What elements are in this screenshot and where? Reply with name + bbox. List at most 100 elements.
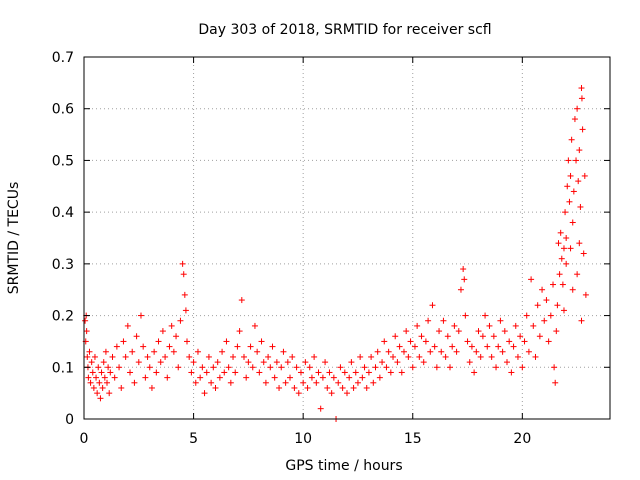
data-point — [254, 348, 261, 355]
data-point — [532, 353, 539, 360]
data-point — [199, 364, 206, 371]
data-point — [311, 353, 318, 360]
data-point — [216, 374, 223, 381]
data-point — [225, 364, 232, 371]
data-point — [192, 379, 199, 386]
data-point — [348, 359, 355, 366]
data-point — [528, 276, 535, 283]
data-point — [83, 328, 90, 335]
data-point — [109, 353, 116, 360]
data-point — [251, 322, 258, 329]
data-point — [553, 328, 560, 335]
data-point — [570, 188, 577, 195]
data-point — [86, 348, 93, 355]
data-point — [381, 338, 388, 345]
data-point — [486, 322, 493, 329]
data-point — [188, 369, 195, 376]
data-point — [567, 245, 574, 252]
data-point — [137, 312, 144, 319]
data-point — [87, 379, 94, 386]
data-point — [99, 384, 106, 391]
data-point — [313, 379, 320, 386]
data-point — [300, 379, 307, 386]
data-point — [186, 353, 193, 360]
data-point — [232, 369, 239, 376]
data-point — [581, 172, 588, 179]
data-point — [468, 343, 475, 350]
data-point — [335, 379, 342, 386]
data-point — [571, 116, 578, 123]
data-point — [155, 338, 162, 345]
data-point — [205, 353, 212, 360]
data-point — [227, 379, 234, 386]
data-point — [555, 240, 562, 247]
data-point — [324, 384, 331, 391]
data-point — [471, 369, 478, 376]
y-tick-label: 0.1 — [52, 360, 74, 376]
data-point — [495, 343, 502, 350]
data-point — [280, 348, 287, 355]
data-point — [396, 343, 403, 350]
gridlines — [84, 57, 610, 419]
data-point — [539, 286, 546, 293]
data-point — [574, 271, 581, 278]
data-point — [131, 379, 138, 386]
data-point — [308, 374, 315, 381]
data-point — [405, 353, 412, 360]
data-point — [370, 379, 377, 386]
data-point — [197, 374, 204, 381]
data-point — [543, 297, 550, 304]
data-point — [414, 322, 421, 329]
data-point — [190, 359, 197, 366]
data-point — [461, 276, 468, 283]
data-point — [521, 338, 528, 345]
data-point — [525, 348, 532, 355]
axis-ticks — [83, 56, 610, 420]
data-point — [368, 353, 375, 360]
data-points — [82, 85, 589, 422]
data-point — [85, 374, 92, 381]
data-point — [177, 317, 184, 324]
data-point — [568, 136, 575, 143]
data-point — [94, 390, 101, 397]
data-point — [552, 379, 559, 386]
data-point — [265, 353, 272, 360]
data-point — [473, 348, 480, 355]
plot-frame — [83, 56, 611, 420]
data-point — [341, 369, 348, 376]
data-point — [365, 369, 372, 376]
data-point — [100, 359, 107, 366]
data-point — [501, 328, 508, 335]
data-point — [573, 157, 580, 164]
data-point — [466, 359, 473, 366]
data-point — [84, 353, 91, 360]
data-point — [477, 353, 484, 360]
data-point — [567, 172, 574, 179]
data-point — [422, 338, 429, 345]
data-point — [541, 317, 548, 324]
data-point — [330, 374, 337, 381]
data-point — [122, 353, 129, 360]
data-point — [234, 343, 241, 350]
x-tick-label: 20 — [513, 431, 531, 447]
data-point — [372, 364, 379, 371]
data-point — [578, 95, 585, 102]
data-point — [153, 369, 160, 376]
data-point — [536, 333, 543, 340]
data-point — [203, 369, 210, 376]
data-point — [142, 374, 149, 381]
x-tick-label: 10 — [294, 431, 312, 447]
data-point — [416, 353, 423, 360]
data-point — [385, 348, 392, 355]
data-point — [97, 395, 104, 402]
data-point — [510, 343, 517, 350]
x-tick-label: 0 — [80, 431, 89, 447]
data-point — [135, 359, 142, 366]
data-point — [322, 359, 329, 366]
data-point — [282, 379, 289, 386]
data-point — [514, 353, 521, 360]
data-point — [90, 384, 97, 391]
data-point — [411, 343, 418, 350]
data-point — [482, 312, 489, 319]
